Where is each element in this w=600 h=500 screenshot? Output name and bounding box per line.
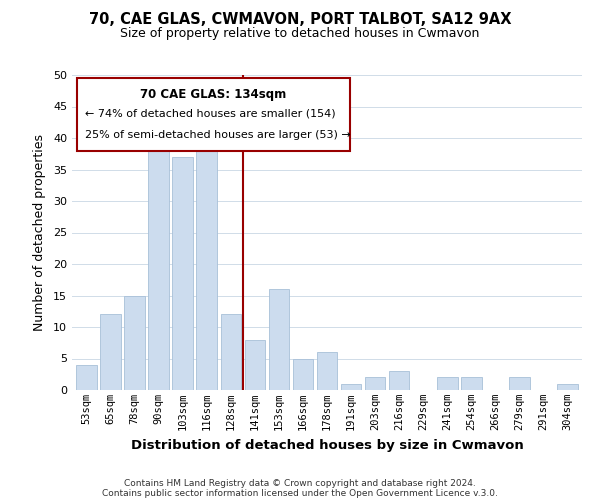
Bar [196,150,217,390]
Bar [221,314,241,390]
Text: ← 74% of detached houses are smaller (154): ← 74% of detached houses are smaller (15… [85,108,335,118]
Bar [293,358,313,390]
Bar [389,371,409,390]
Text: Size of property relative to detached houses in Cwmavon: Size of property relative to detached ho… [121,28,479,40]
Bar [100,314,121,390]
Bar [148,138,169,390]
Text: 70, CAE GLAS, CWMAVON, PORT TALBOT, SA12 9AX: 70, CAE GLAS, CWMAVON, PORT TALBOT, SA12… [89,12,511,28]
Text: Contains HM Land Registry data © Crown copyright and database right 2024.: Contains HM Land Registry data © Crown c… [124,478,476,488]
Text: 25% of semi-detached houses are larger (53) →: 25% of semi-detached houses are larger (… [85,130,350,140]
Bar [124,296,145,390]
Bar [437,378,458,390]
Bar [557,384,578,390]
X-axis label: Distribution of detached houses by size in Cwmavon: Distribution of detached houses by size … [131,438,523,452]
FancyBboxPatch shape [77,78,350,150]
Text: Contains public sector information licensed under the Open Government Licence v.: Contains public sector information licen… [102,488,498,498]
Y-axis label: Number of detached properties: Number of detached properties [33,134,46,331]
Bar [365,378,385,390]
Bar [172,157,193,390]
Bar [245,340,265,390]
Bar [269,289,289,390]
Bar [341,384,361,390]
Bar [509,378,530,390]
Bar [317,352,337,390]
Bar [76,365,97,390]
Bar [461,378,482,390]
Text: 70 CAE GLAS: 134sqm: 70 CAE GLAS: 134sqm [140,88,287,101]
